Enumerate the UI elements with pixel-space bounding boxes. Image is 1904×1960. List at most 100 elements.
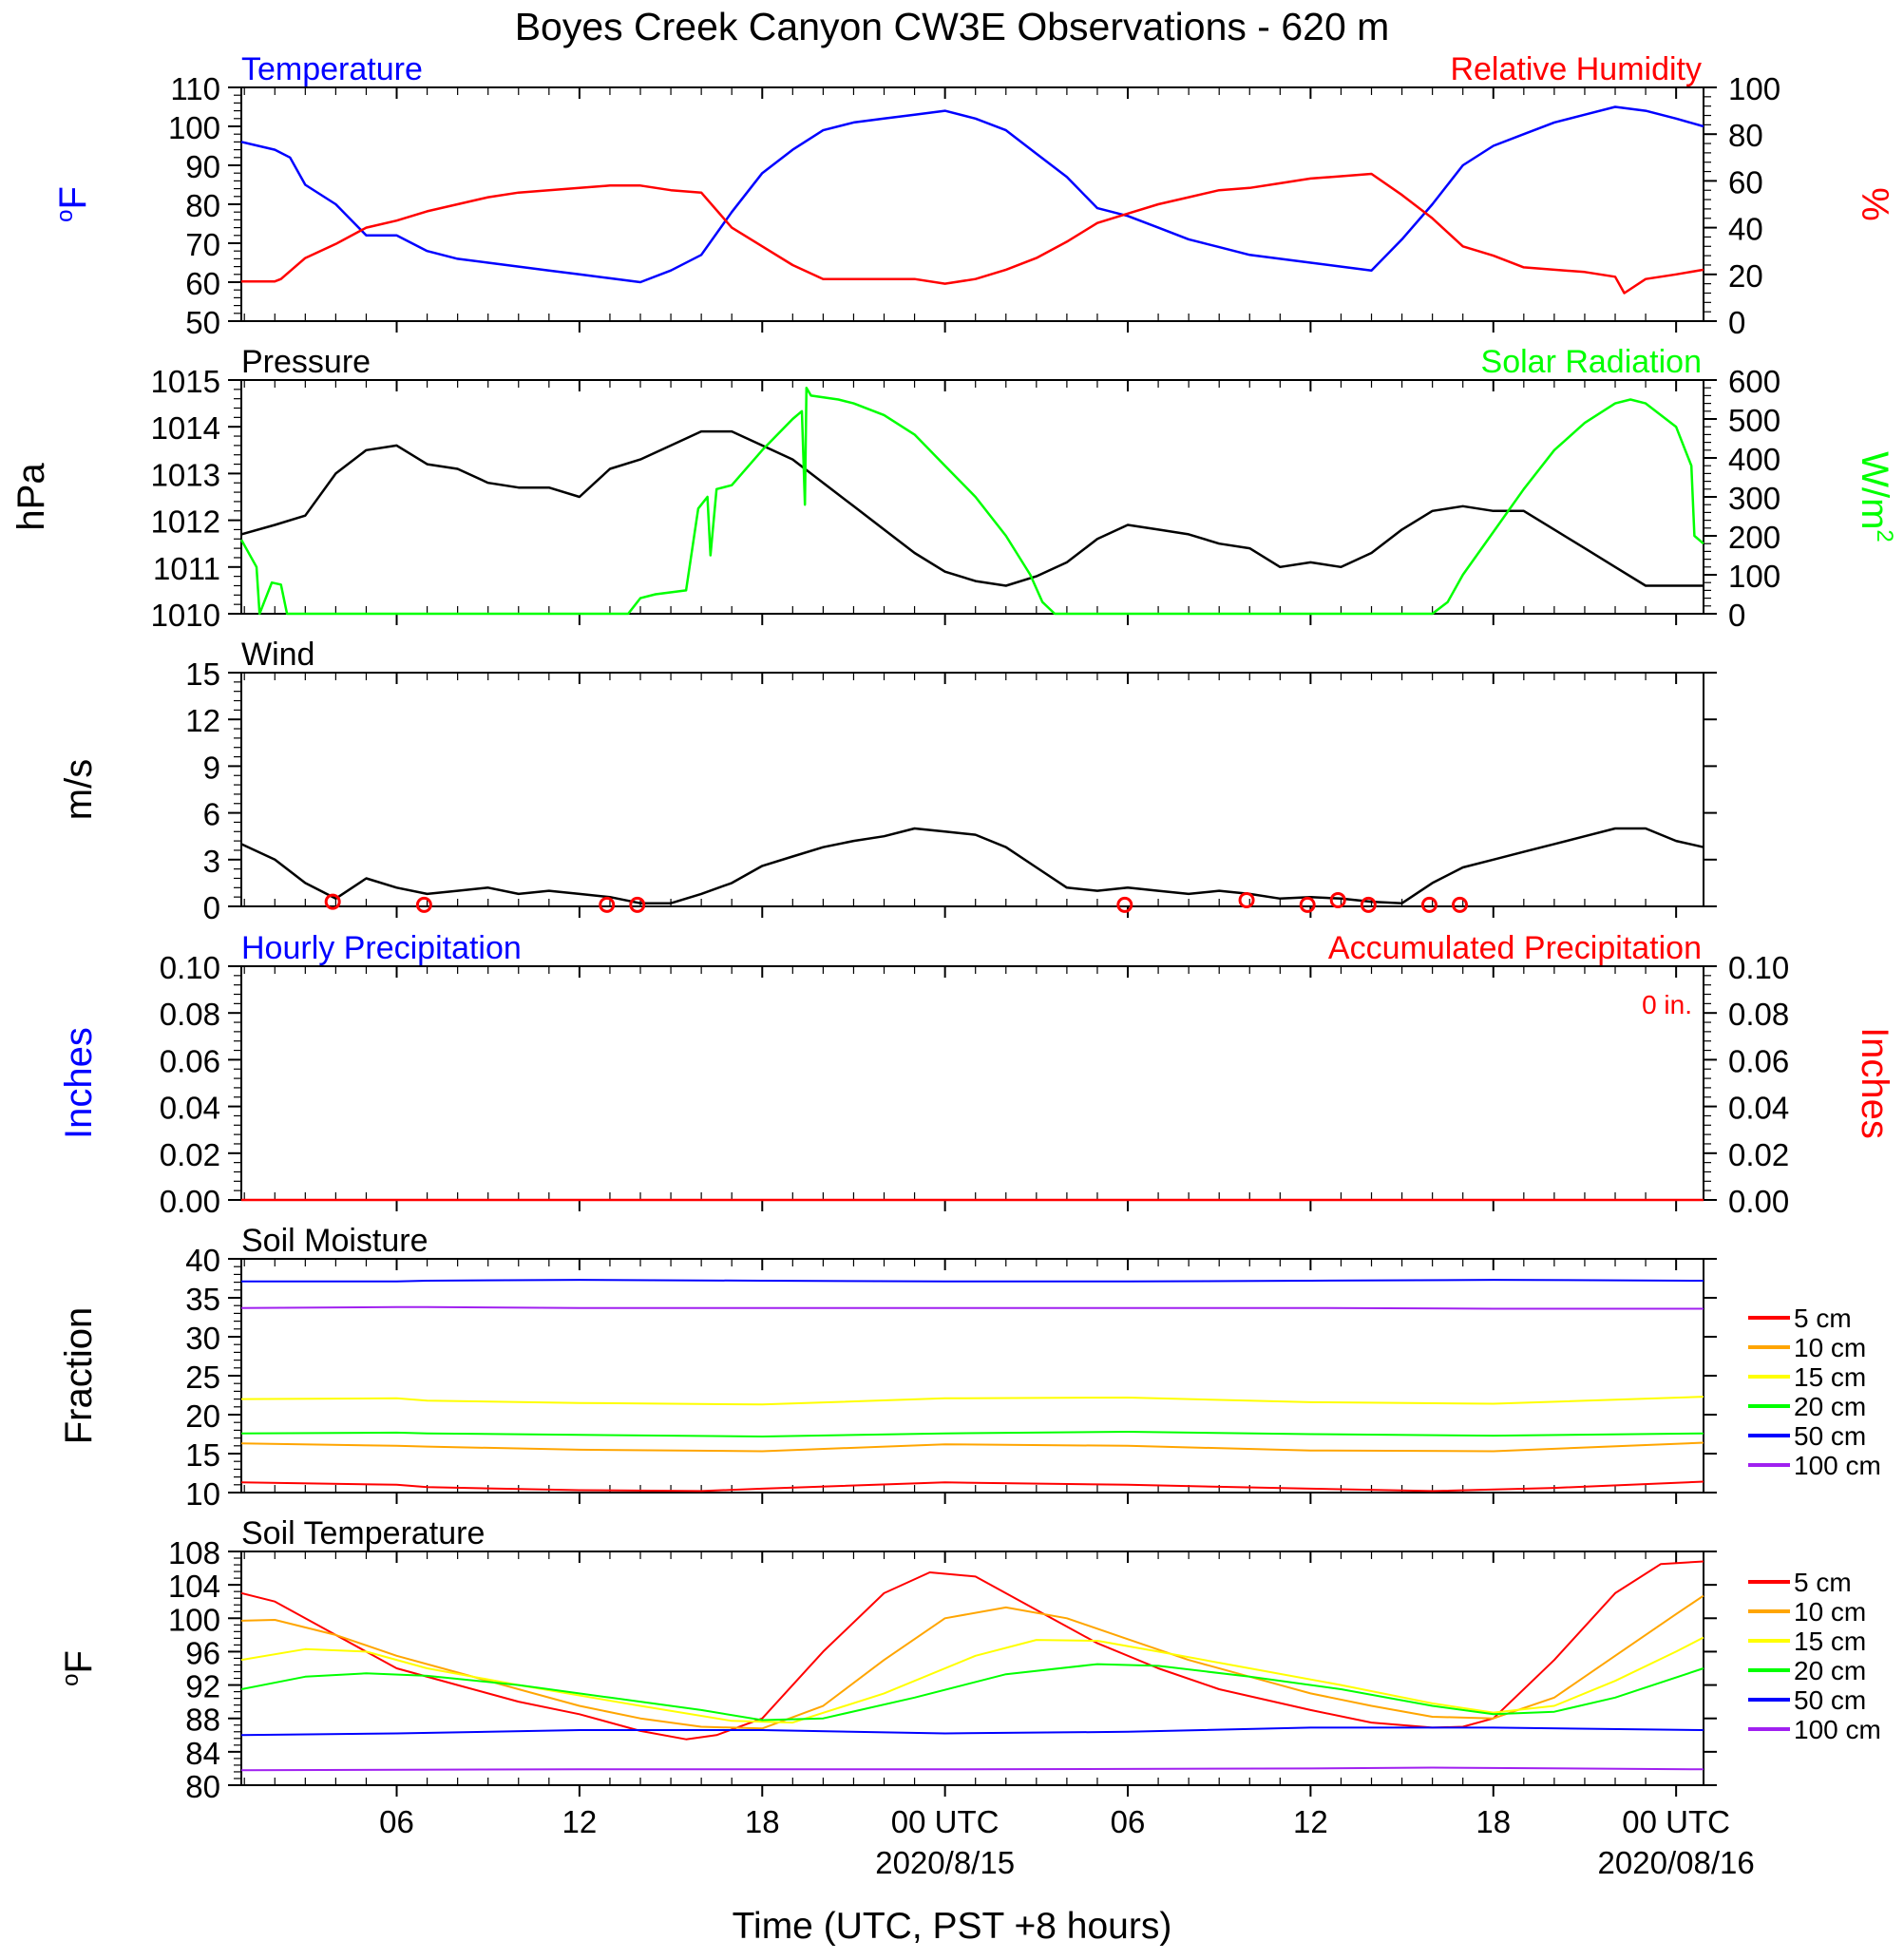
wind-calm-marker xyxy=(1299,896,1316,913)
temperature-rh-y-tick-label-left: 110 xyxy=(170,71,220,106)
x-tick-label: 12 xyxy=(562,1804,598,1839)
x-tick-label: 00 UTC xyxy=(891,1804,1000,1839)
pressure-solar-y-tick-label-left: 1010 xyxy=(151,598,220,633)
soil-moisture-y-tick-label-left: 25 xyxy=(185,1360,220,1395)
soil-temperature-series-100-cm xyxy=(240,1766,1704,1772)
soil-moisture-legend-label: 100 cm xyxy=(1794,1451,1881,1480)
soil-moisture-title-left: Soil Moisture xyxy=(241,1223,428,1259)
temperature-rh-y-tick-label-right: 80 xyxy=(1728,118,1763,153)
pressure-solar-y-tick-label-right: 300 xyxy=(1728,481,1780,516)
wind-y-axis-label-left: m/s xyxy=(58,759,100,820)
pressure-solar-title-right: Solar Radiation xyxy=(1481,344,1702,380)
soil-temperature-y-tick-label-left: 92 xyxy=(185,1669,220,1704)
temperature-rh-y-axis-label-right: % xyxy=(1854,187,1895,221)
soil-moisture-series-100-cm xyxy=(240,1305,1704,1310)
soil-moisture-series-20-cm xyxy=(240,1431,1704,1437)
soil-temperature-y-axis-label-left: oF xyxy=(58,1650,100,1686)
precipitation-y-tick-label-right: 0.04 xyxy=(1728,1091,1789,1126)
soil-moisture-series-15-cm xyxy=(240,1396,1704,1406)
wind-calm-marker xyxy=(629,896,646,913)
soil-temperature-y-tick-label-left: 96 xyxy=(185,1635,220,1670)
soil-moisture-legend-label: 20 cm xyxy=(1794,1392,1866,1421)
pressure-solar-y-tick-label-right: 200 xyxy=(1728,520,1780,555)
soil-temperature-legend-label: 10 cm xyxy=(1794,1597,1866,1627)
temperature-rh-y-tick-label-left: 100 xyxy=(168,110,220,145)
pressure-solar-y-axis-label-right: W/m2 xyxy=(1854,451,1897,542)
soil-moisture-legend-label: 15 cm xyxy=(1794,1362,1866,1392)
wind-y-tick-label-left: 0 xyxy=(203,890,220,925)
temperature-rh-y-tick-label-left: 90 xyxy=(185,149,220,184)
soil-moisture-legend-label: 50 cm xyxy=(1794,1421,1866,1451)
temperature-rh-y-tick-label-right: 60 xyxy=(1728,164,1763,200)
pressure-solar-y-tick-label-left: 1014 xyxy=(151,410,220,446)
x-tick-label: 12 xyxy=(1293,1804,1328,1839)
soil-temperature-y-tick-label-left: 108 xyxy=(168,1535,220,1570)
temperature-rh-series-relative-humidity xyxy=(241,172,1704,295)
soil-temperature-y-tick-label-left: 100 xyxy=(168,1602,220,1637)
soil-moisture-y-tick-label-left: 30 xyxy=(185,1321,220,1356)
temperature-rh-y-tick-label-left: 60 xyxy=(185,266,220,301)
soil-temperature-legend-label: 100 cm xyxy=(1794,1715,1881,1744)
precipitation-y-tick-label-right: 0.06 xyxy=(1728,1043,1789,1078)
x-tick-label: 00 UTC xyxy=(1622,1804,1730,1839)
temperature-rh-y-tick-label-right: 0 xyxy=(1728,305,1745,340)
soil-moisture-y-tick-label-left: 35 xyxy=(185,1282,220,1317)
precipitation-title-right: Accumulated Precipitation xyxy=(1328,930,1702,966)
pressure-solar-title-left: Pressure xyxy=(241,344,371,380)
temperature-rh-title-left: Temperature xyxy=(241,51,423,87)
precipitation-y-tick-label-left: 0.00 xyxy=(160,1184,220,1219)
wind-frame xyxy=(240,672,1704,907)
precipitation-title-left: Hourly Precipitation xyxy=(241,930,522,966)
precipitation-y-tick-label-left: 0.08 xyxy=(160,997,220,1032)
wind-calm-marker xyxy=(415,896,432,913)
temperature-rh-y-axis-label-left: oF xyxy=(52,186,94,222)
soil-moisture-series-5-cm xyxy=(240,1480,1704,1493)
temperature-rh-title-right: Relative Humidity xyxy=(1450,51,1702,87)
pressure-solar-y-tick-label-left: 1012 xyxy=(151,504,220,540)
soil-temperature-series-15-cm xyxy=(240,1636,1704,1724)
soil-temperature-series-5-cm xyxy=(240,1560,1704,1741)
wind-calm-marker xyxy=(324,893,341,910)
wind-calm-marker xyxy=(1360,896,1377,913)
pressure-solar-y-tick-label-left: 1015 xyxy=(151,364,220,399)
soil-moisture-legend-label: 10 cm xyxy=(1794,1333,1866,1362)
pressure-solar-y-tick-label-right: 500 xyxy=(1728,403,1780,438)
soil-moisture-y-tick-label-left: 15 xyxy=(185,1437,220,1473)
soil-temperature-title-left: Soil Temperature xyxy=(241,1515,485,1551)
pressure-solar-y-tick-label-right: 400 xyxy=(1728,442,1780,477)
soil-temperature-legend-label: 50 cm xyxy=(1794,1685,1866,1715)
soil-moisture-y-axis-label-left: Fraction xyxy=(58,1307,100,1445)
wind-calm-marker xyxy=(1238,891,1255,908)
soil-temperature-y-tick-label-left: 88 xyxy=(185,1703,220,1738)
temperature-rh-y-tick-label-right: 20 xyxy=(1728,258,1763,294)
pressure-solar-y-axis-label-left: hPa xyxy=(10,463,52,531)
precipitation-y-tick-label-right: 0.08 xyxy=(1728,997,1789,1032)
soil-temperature-y-tick-label-left: 80 xyxy=(185,1769,220,1804)
temperature-rh-y-tick-label-left: 70 xyxy=(185,227,220,262)
temperature-rh-series-temperature xyxy=(240,105,1704,284)
soil-temperature-series-50-cm xyxy=(240,1726,1704,1737)
x-axis-label: Time (UTC, PST +8 hours) xyxy=(733,1906,1172,1947)
pressure-solar-y-tick-label-left: 1011 xyxy=(153,551,220,586)
wind-y-tick-label-left: 9 xyxy=(203,750,220,785)
pressure-solar-y-tick-label-right: 600 xyxy=(1728,364,1780,399)
pressure-solar-y-tick-label-right: 0 xyxy=(1728,598,1745,633)
soil-temperature-series-20-cm xyxy=(240,1663,1704,1722)
soil-moisture-y-tick-label-left: 10 xyxy=(185,1476,220,1512)
x-tick-label: 18 xyxy=(745,1804,780,1839)
temperature-rh-y-tick-label-right: 40 xyxy=(1728,212,1763,247)
precipitation-y-axis-label-left: Inches xyxy=(58,1027,100,1139)
precipitation-y-tick-label-right: 0.10 xyxy=(1728,950,1789,985)
wind-calm-marker xyxy=(599,896,616,913)
x-tick-date-label: 2020/08/16 xyxy=(1598,1845,1755,1880)
soil-temperature-legend-label: 5 cm xyxy=(1794,1568,1852,1597)
x-tick-label: 06 xyxy=(379,1804,414,1839)
precipitation-y-tick-label-left: 0.06 xyxy=(160,1043,220,1078)
precipitation-y-tick-label-left: 0.04 xyxy=(160,1091,220,1126)
wind-title-left: Wind xyxy=(241,637,314,673)
wind-calm-marker xyxy=(1329,891,1346,908)
temperature-rh-y-tick-label-left: 50 xyxy=(185,305,220,340)
pressure-solar-series-pressure xyxy=(240,429,1704,587)
